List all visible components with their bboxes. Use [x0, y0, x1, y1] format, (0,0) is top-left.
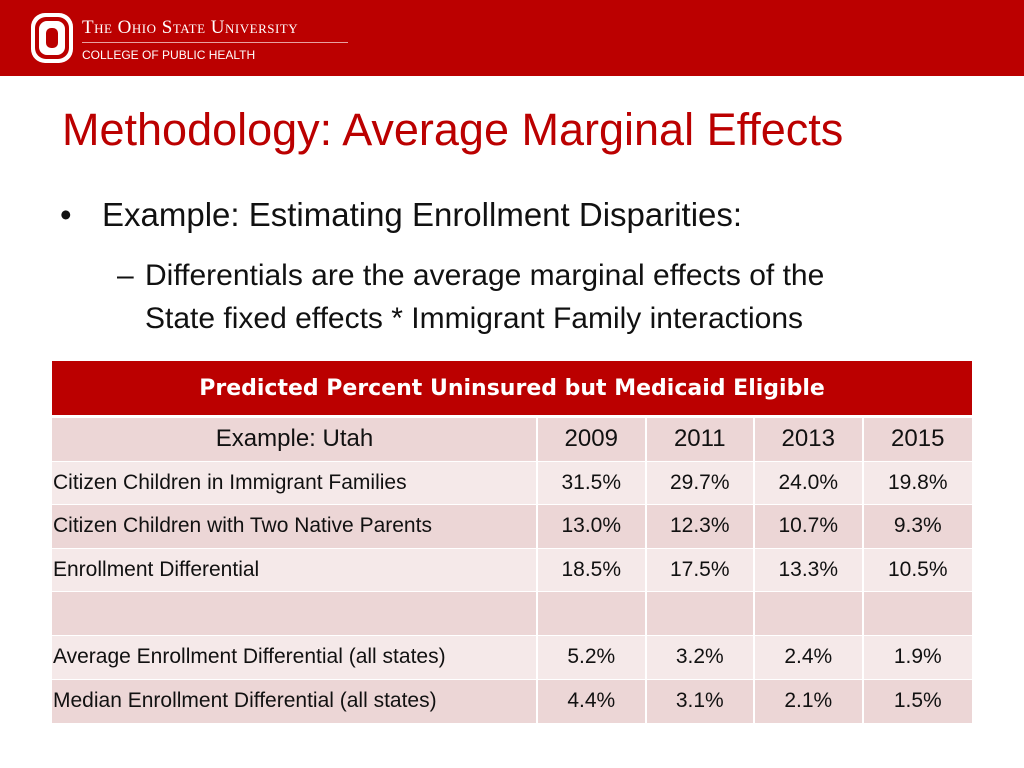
row-label: Citizen Children with Two Native Parents [52, 505, 538, 548]
row-label: Citizen Children in Immigrant Families [52, 461, 538, 505]
table-cell: 9.3% [863, 505, 972, 548]
table-cell [863, 592, 972, 635]
row-label: Median Enrollment Differential (all stat… [52, 679, 538, 723]
table-cell: 1.9% [863, 635, 972, 679]
bullet-text: Example: Estimating Enrollment Dispariti… [102, 196, 743, 233]
table-cell: 31.5% [538, 461, 647, 505]
column-header: 2009 [538, 418, 647, 461]
table-cell [646, 592, 755, 635]
header-divider [82, 42, 348, 43]
table-cell: 4.4% [538, 679, 647, 723]
row-label: Enrollment Differential [52, 548, 538, 592]
table-cell: 13.3% [755, 548, 864, 592]
college-name: COLLEGE OF PUBLIC HEALTH [82, 48, 256, 62]
column-header: 2011 [646, 418, 755, 461]
table-cell: 10.5% [863, 548, 972, 592]
table-row-empty [52, 592, 972, 636]
row-label: Average Enrollment Differential (all sta… [52, 635, 538, 679]
table-cell: 12.3% [646, 505, 755, 548]
column-header: Example: Utah [52, 418, 538, 461]
table-cell: 19.8% [863, 461, 972, 505]
table-cell: 3.2% [646, 635, 755, 679]
table-cell: 18.5% [538, 548, 647, 592]
table-row: Citizen Children with Two Native Parents… [52, 505, 972, 549]
table-cell: 24.0% [755, 461, 864, 505]
table-cell: 2.4% [755, 635, 864, 679]
bullet-dot-icon: • [60, 196, 72, 233]
sub-bullet-line-1: Differentials are the average marginal e… [145, 259, 825, 292]
column-header: 2015 [863, 418, 972, 461]
table-cell: 10.7% [755, 505, 864, 548]
table-cell: 5.2% [538, 635, 647, 679]
table-cell [755, 592, 864, 635]
table-cell: 29.7% [646, 461, 755, 505]
ohio-state-block-o-logo [31, 13, 73, 63]
row-label [52, 592, 538, 635]
dash-icon: – [117, 259, 134, 292]
results-table: Example: Utah 2009 2011 2013 2015 Citize… [52, 418, 972, 724]
table-cell: 1.5% [863, 679, 972, 723]
column-header: 2013 [755, 418, 864, 461]
header-banner: The Ohio State University COLLEGE OF PUB… [0, 0, 1024, 76]
table-cell: 3.1% [646, 679, 755, 723]
table-header-row: Example: Utah 2009 2011 2013 2015 [52, 418, 972, 462]
sub-bullet-line-2: State fixed effects * Immigrant Family i… [145, 302, 804, 335]
table-row: Citizen Children in Immigrant Families 3… [52, 461, 972, 506]
table-cell [538, 592, 647, 635]
slide-title: Methodology: Average Marginal Effects [62, 104, 844, 155]
table-cell: 2.1% [755, 679, 864, 723]
university-name: The Ohio State University [82, 17, 299, 38]
table-title: Predicted Percent Uninsured but Medicaid… [52, 361, 972, 415]
table-cell: 13.0% [538, 505, 647, 548]
table-row: Median Enrollment Differential (all stat… [52, 679, 972, 724]
table-cell: 17.5% [646, 548, 755, 592]
table-row: Enrollment Differential 18.5% 17.5% 13.3… [52, 548, 972, 593]
table-row: Average Enrollment Differential (all sta… [52, 635, 972, 680]
